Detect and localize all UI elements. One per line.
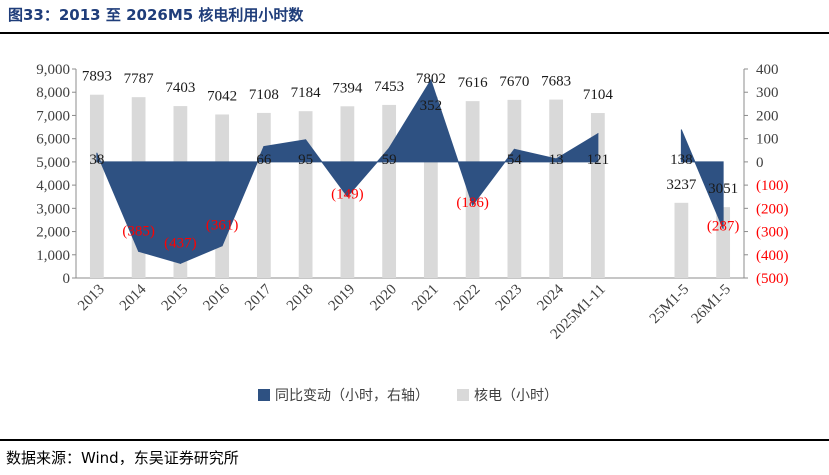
yoy-point [597,133,599,135]
bar-data-label: 7670 [499,74,529,90]
x-tick-label: 2013 [75,282,108,315]
x-tick-label: 2014 [117,281,150,314]
bar-data-label: 7616 [458,75,489,91]
bar-nuclear-hours [716,207,731,278]
yoy-data-label: 54 [507,152,523,168]
bar-nuclear-hours [382,104,397,278]
yoy-point [263,146,265,148]
bar-data-label: 7104 [583,87,614,103]
yoy-point [722,228,724,230]
bar-data-label: 7787 [124,71,155,87]
left-tick-label: 7,000 [36,108,70,124]
area-yoy-change [96,78,599,264]
yoy-data-label: 352 [420,98,443,114]
yoy-data-label: 13 [549,152,564,168]
left-tick-label: 3,000 [36,201,70,217]
left-tick-label: 2,000 [36,225,70,241]
right-tick-label: 200 [756,108,779,124]
yoy-data-label: (186) [456,195,489,211]
bar-data-label: 3051 [708,181,738,197]
bar-data-label: 7683 [541,74,571,90]
left-tick-label: 0 [63,271,71,287]
left-tick-label: 8,000 [36,85,70,101]
yoy-point [138,250,140,252]
bar-data-label: 7108 [249,87,279,103]
legend-swatch-yoy [258,389,270,401]
x-tick-label: 2022 [451,282,484,315]
yoy-point [388,147,390,149]
yoy-data-label: 66 [256,152,272,168]
bar-data-label: 7893 [82,69,112,85]
left-tick-label: 9,000 [36,62,70,78]
yoy-data-label: (385) [122,223,155,239]
yoy-data-label: 38 [89,152,104,168]
right-tick-label: (400) [756,248,789,264]
x-tick-label: 25M1-5 [647,282,692,327]
bar-nuclear-hours [549,99,564,278]
legend-label-yoy: 同比变动（小时，右轴） [275,388,429,404]
bar-data-label: 7802 [416,71,446,87]
yoy-data-label: (287) [707,219,740,235]
right-tick-label: (200) [756,201,789,217]
bar-data-label: 7042 [207,88,237,104]
yoy-data-label: (149) [331,186,364,202]
bar-nuclear-hours [256,112,271,278]
left-tick-label: 5,000 [36,155,70,171]
title-divider [0,32,829,34]
x-tick-label: 2015 [159,282,192,315]
figure-title: 图33：2013 至 2026M5 核电利用小时数 [8,6,304,24]
right-tick-label: (100) [756,178,789,194]
left-tick-label: 4,000 [36,178,70,194]
source-divider [0,439,829,441]
right-tick-label: (500) [756,271,789,287]
x-tick-label: 2024 [534,281,567,314]
yoy-point [430,79,432,81]
chart: 0 1,000 2,000 3,000 4,000 5,000 6,000 7,000 8,00… [36,62,789,404]
x-tick-label: 26M1-5 [688,282,733,327]
x-tick-label: 2021 [409,282,442,315]
bar-nuclear-hours [507,99,522,278]
yoy-data-label: 95 [298,152,313,168]
yoy-point [96,152,98,154]
x-tick-label: 2023 [493,282,526,315]
right-tick-label: 300 [756,85,779,101]
yoy-point [179,262,181,264]
right-tick-label: (300) [756,225,789,241]
bar-nuclear-hours [89,94,104,278]
yoy-point [472,204,474,206]
yoy-point [513,148,515,150]
right-tick-label: 100 [756,132,779,148]
bar-data-label: 7394 [332,80,363,96]
bar-nuclear-hours [674,202,689,278]
yoy-point [680,129,682,131]
yoy-point [305,139,307,141]
yoy-data-label: (437) [164,235,197,251]
x-tick-label: 2019 [326,282,359,315]
bar-data-label: 3237 [666,177,697,193]
left-tick-label: 6,000 [36,132,70,148]
bar-nuclear-hours [298,111,313,278]
legend-swatch-nuclear [457,389,469,401]
yoy-data-label: (361) [206,218,239,234]
bar-data-label: 7184 [291,85,322,101]
yoy-data-label: 138 [670,152,693,168]
yoy-point [346,195,348,197]
legend-label-nuclear: 核电（小时） [474,388,558,404]
x-tick-label: 2020 [367,282,400,315]
yoy-point [555,158,557,160]
right-tick-label: 0 [756,155,764,171]
x-tick-label: 2016 [200,281,233,314]
bar-data-label: 7403 [165,80,195,96]
source-note: 数据来源：Wind，东吴证券研究所 [6,449,239,467]
yoy-point [221,245,223,247]
yoy-data-label: 121 [587,152,610,168]
left-tick-label: 1,000 [36,248,70,264]
bar-data-label: 7453 [374,79,404,95]
yoy-data-label: 59 [382,152,397,168]
right-tick-label: 400 [756,62,779,78]
x-tick-label: 2018 [284,282,317,315]
x-tick-label: 2017 [242,281,275,314]
